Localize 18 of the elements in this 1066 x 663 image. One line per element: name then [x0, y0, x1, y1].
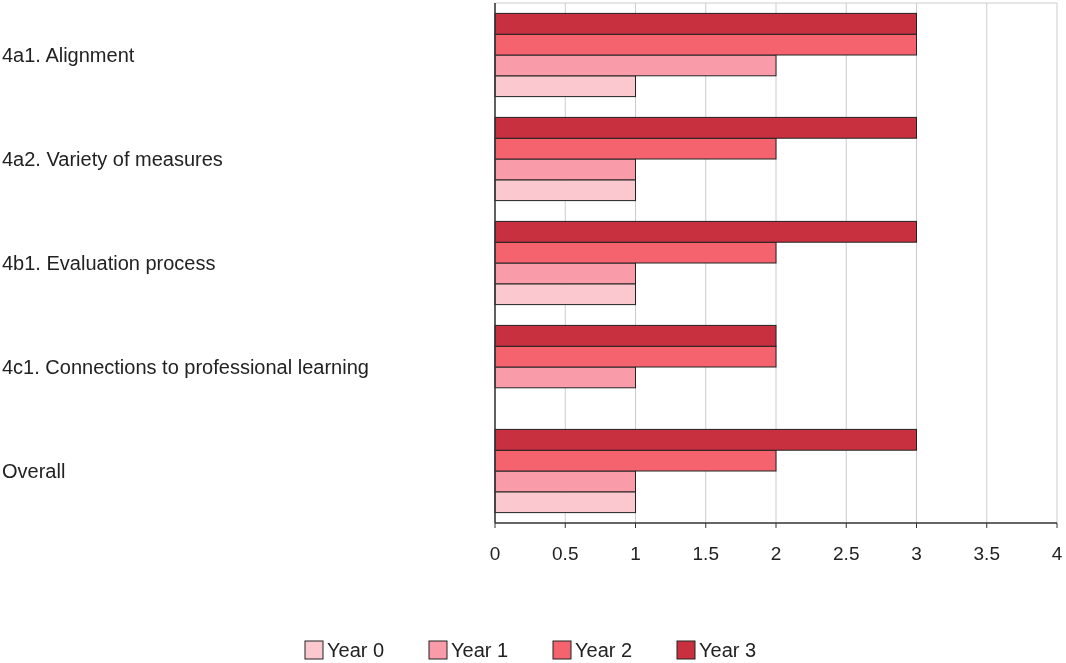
x-tick-label: 2.5: [833, 543, 860, 564]
y-tick-label: 4a2. Variety of measures: [2, 148, 223, 170]
x-tick-label: 0: [489, 543, 501, 564]
x-tick-label: 1.5: [692, 543, 719, 564]
x-tick-label: 0.5: [552, 543, 579, 564]
x-tick-label: 4: [1051, 543, 1063, 564]
x-tick-label: 2: [770, 543, 782, 564]
legend-label: Year 2: [575, 639, 633, 661]
legend-label: Year 1: [451, 639, 509, 661]
y-tick-label: Overall: [2, 460, 66, 482]
y-tick-label: 4a1. Alignment: [2, 44, 135, 66]
y-tick-label: 4b1. Evaluation process: [2, 252, 216, 274]
x-tick-label: 3.5: [973, 543, 1000, 564]
legend-label: Year 3: [699, 639, 757, 661]
legend-label: Year 0: [327, 639, 385, 661]
x-tick-label: 1: [630, 543, 641, 564]
y-tick-label: 4c1. Connections to professional learning: [2, 356, 369, 378]
x-tick-label: 3: [911, 543, 922, 564]
